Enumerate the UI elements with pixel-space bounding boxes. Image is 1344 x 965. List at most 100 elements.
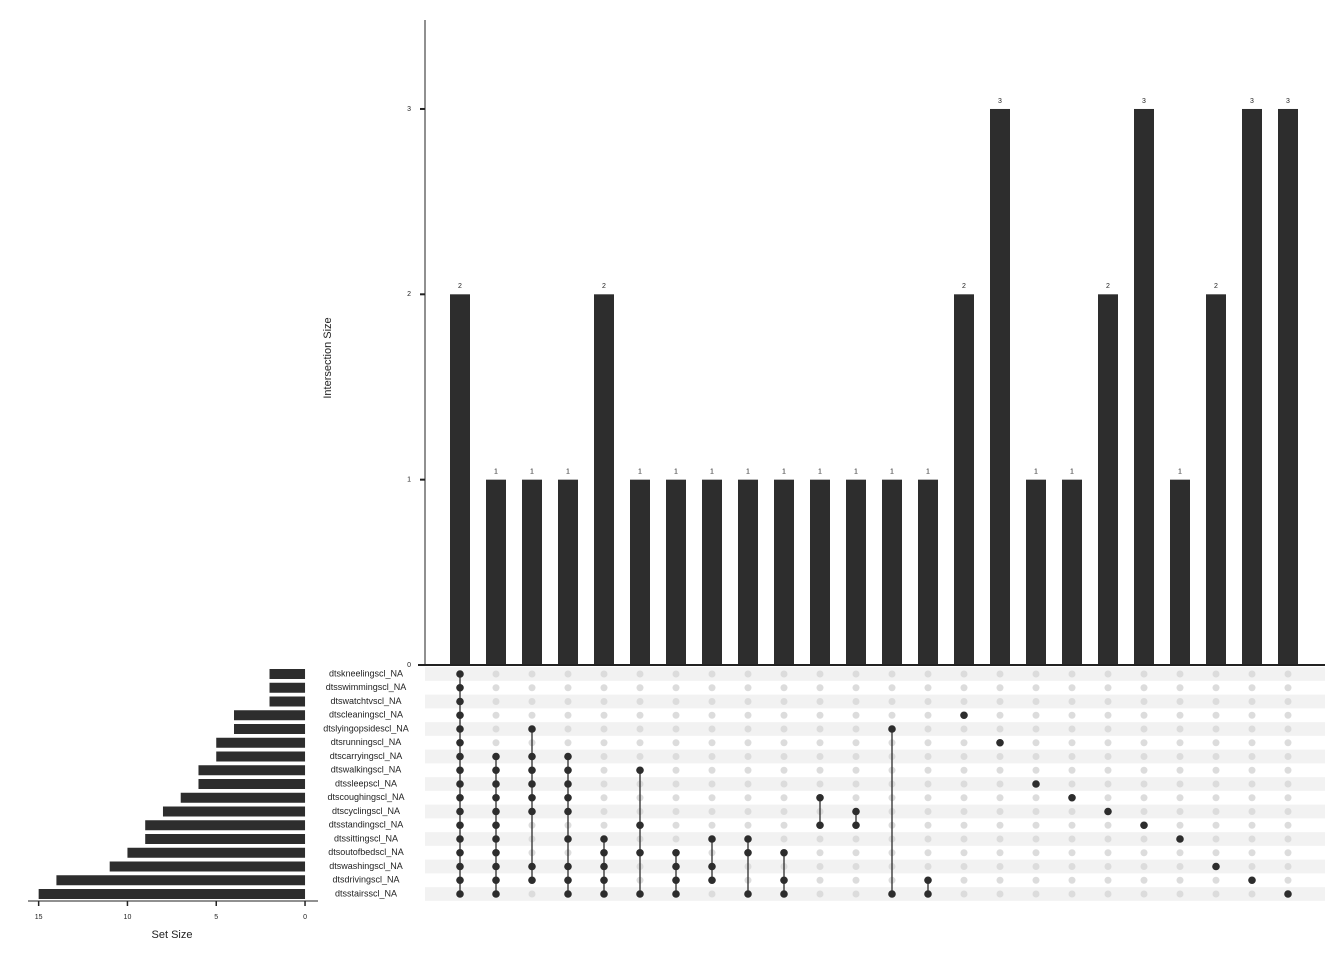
set-label: dtscoughingscl_NA — [327, 792, 404, 802]
matrix-dot — [528, 807, 536, 816]
set-label: dtswashingscl_NA — [329, 861, 403, 871]
matrix-empty-dot — [1068, 725, 1076, 733]
matrix-stripe — [425, 749, 1325, 764]
matrix-dot — [672, 876, 680, 885]
matrix-dot — [636, 766, 644, 775]
matrix-empty-dot — [852, 684, 860, 692]
matrix-dot — [528, 876, 536, 885]
matrix-empty-dot — [708, 684, 716, 692]
matrix-dot — [636, 848, 644, 857]
matrix-empty-dot — [1032, 670, 1040, 678]
matrix-dot — [924, 890, 932, 898]
matrix-empty-dot — [1032, 698, 1040, 705]
matrix-stripe — [425, 777, 1325, 791]
matrix-dot — [456, 780, 464, 788]
intersection-bar — [666, 479, 686, 665]
matrix-empty-dot — [1068, 835, 1076, 843]
matrix-empty-dot — [1176, 876, 1184, 884]
matrix-dot — [528, 862, 536, 871]
set-label: dtssleepscl_NA — [335, 778, 397, 788]
matrix-empty-dot — [636, 753, 644, 760]
matrix-empty-dot — [1248, 711, 1256, 719]
matrix-empty-dot — [780, 808, 788, 815]
matrix-empty-dot — [1032, 821, 1040, 829]
matrix-empty-dot — [960, 849, 968, 857]
set-label: dtscyclingscl_NA — [332, 806, 400, 816]
matrix-empty-dot — [528, 890, 536, 898]
matrix-empty-dot — [1104, 835, 1112, 843]
matrix-empty-dot — [960, 739, 968, 747]
matrix-empty-dot — [1032, 725, 1040, 733]
matrix-dot — [888, 890, 896, 898]
matrix-empty-dot — [744, 821, 752, 829]
intersection-bar — [594, 294, 614, 665]
matrix-dot — [636, 821, 644, 830]
matrix-empty-dot — [1068, 808, 1076, 815]
matrix-dot — [492, 807, 500, 816]
matrix-dot — [492, 821, 500, 830]
matrix-empty-dot — [1176, 821, 1184, 829]
intersection-bar — [738, 479, 758, 665]
matrix-dot — [600, 890, 608, 898]
bar-value-label: 3 — [1142, 98, 1146, 105]
matrix-dot — [564, 876, 572, 885]
matrix-dot — [672, 862, 680, 871]
matrix-empty-dot — [1248, 684, 1256, 692]
matrix-empty-dot — [1104, 725, 1112, 733]
matrix-empty-dot — [1176, 670, 1184, 678]
matrix-empty-dot — [1140, 890, 1148, 898]
matrix-empty-dot — [600, 698, 608, 705]
matrix-dot — [600, 862, 608, 871]
matrix-empty-dot — [1176, 766, 1184, 774]
matrix-dot — [600, 848, 608, 857]
matrix-dot — [492, 848, 500, 857]
bar-value-label: 2 — [458, 283, 462, 290]
matrix-empty-dot — [852, 890, 860, 898]
matrix-dot — [456, 862, 464, 871]
matrix-empty-dot — [1284, 849, 1292, 857]
matrix-empty-dot — [1032, 890, 1040, 898]
matrix-empty-dot — [1140, 835, 1148, 843]
matrix-dot — [564, 862, 572, 871]
matrix-empty-dot — [564, 725, 572, 733]
intersection-bar — [486, 479, 506, 665]
x-axis-title: Set Size — [152, 929, 193, 941]
matrix-empty-dot — [1140, 711, 1148, 719]
matrix-empty-dot — [1248, 698, 1256, 705]
matrix-empty-dot — [708, 766, 716, 774]
matrix-empty-dot — [708, 725, 716, 733]
matrix-dot — [780, 876, 788, 885]
matrix-empty-dot — [1032, 753, 1040, 760]
bar-value-label: 1 — [926, 468, 930, 475]
matrix-dot — [456, 848, 464, 857]
set-size-bar — [269, 682, 306, 693]
set-size-bar — [234, 710, 306, 721]
matrix-dot — [852, 821, 860, 830]
matrix-empty-dot — [744, 794, 752, 802]
bar-value-label: 2 — [962, 283, 966, 290]
bar-value-label: 2 — [1106, 283, 1110, 290]
matrix-empty-dot — [1176, 849, 1184, 857]
matrix-empty-dot — [1176, 698, 1184, 705]
matrix-dot — [456, 807, 464, 816]
matrix-empty-dot — [528, 670, 536, 678]
matrix-empty-dot — [1212, 890, 1220, 898]
bar-value-label: 1 — [818, 468, 822, 475]
matrix-empty-dot — [708, 670, 716, 678]
set-label: dtswalkingscl_NA — [331, 765, 402, 775]
matrix-empty-dot — [924, 849, 932, 857]
intersection-bar — [702, 479, 722, 665]
matrix-empty-dot — [996, 835, 1004, 843]
matrix-empty-dot — [672, 808, 680, 815]
set-size-bar — [38, 889, 306, 899]
matrix-empty-dot — [600, 794, 608, 802]
matrix-empty-dot — [960, 835, 968, 843]
matrix-empty-dot — [816, 766, 824, 774]
matrix-empty-dot — [996, 863, 1004, 870]
matrix-empty-dot — [924, 698, 932, 705]
set-label: dtsrunningscl_NA — [331, 737, 402, 747]
matrix-empty-dot — [924, 821, 932, 829]
matrix-dot — [456, 835, 464, 843]
matrix-empty-dot — [924, 835, 932, 843]
matrix-empty-dot — [1068, 739, 1076, 747]
